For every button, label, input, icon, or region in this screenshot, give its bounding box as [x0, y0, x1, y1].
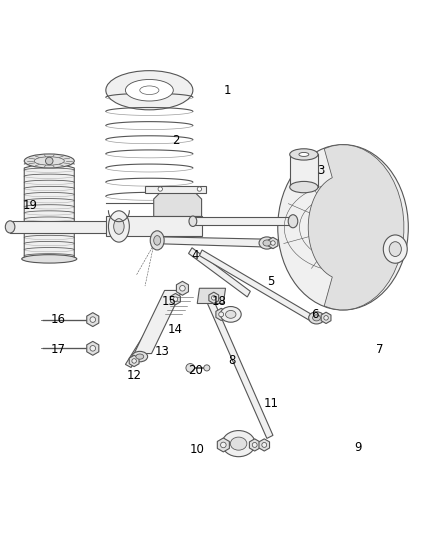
Polygon shape — [321, 312, 331, 324]
Ellipse shape — [136, 354, 144, 359]
Polygon shape — [145, 186, 206, 192]
Ellipse shape — [263, 240, 271, 246]
Text: 13: 13 — [155, 345, 170, 358]
Text: 6: 6 — [311, 308, 318, 321]
Text: 18: 18 — [212, 295, 226, 308]
Circle shape — [186, 364, 194, 372]
Ellipse shape — [132, 351, 148, 362]
Ellipse shape — [309, 312, 324, 324]
Ellipse shape — [109, 211, 129, 242]
Circle shape — [324, 316, 328, 320]
Text: 14: 14 — [168, 323, 183, 336]
Circle shape — [262, 442, 267, 447]
Circle shape — [173, 297, 178, 301]
Polygon shape — [106, 216, 201, 236]
Polygon shape — [209, 292, 219, 303]
Polygon shape — [129, 356, 139, 367]
Text: 15: 15 — [162, 295, 177, 308]
Polygon shape — [177, 281, 188, 295]
Circle shape — [252, 442, 257, 447]
Polygon shape — [87, 313, 99, 327]
Circle shape — [271, 241, 275, 245]
Polygon shape — [204, 293, 273, 439]
Circle shape — [158, 187, 162, 191]
Circle shape — [204, 365, 210, 371]
Polygon shape — [10, 221, 113, 232]
Circle shape — [221, 442, 226, 448]
Circle shape — [132, 359, 136, 363]
Ellipse shape — [150, 231, 164, 250]
Ellipse shape — [140, 86, 159, 94]
Text: 1: 1 — [224, 84, 231, 96]
Polygon shape — [259, 439, 269, 451]
Polygon shape — [216, 308, 226, 320]
Circle shape — [180, 286, 185, 291]
Polygon shape — [193, 217, 293, 225]
Ellipse shape — [290, 149, 318, 160]
Polygon shape — [268, 237, 278, 249]
Polygon shape — [188, 248, 251, 297]
Text: 2: 2 — [172, 134, 179, 147]
Circle shape — [46, 157, 53, 165]
Ellipse shape — [313, 315, 321, 321]
Ellipse shape — [259, 237, 275, 249]
Circle shape — [219, 312, 224, 317]
Ellipse shape — [24, 154, 74, 168]
Text: 17: 17 — [50, 343, 65, 356]
Ellipse shape — [154, 236, 161, 245]
Text: 20: 20 — [187, 365, 202, 377]
Ellipse shape — [106, 71, 193, 110]
Text: 19: 19 — [22, 199, 37, 212]
Ellipse shape — [226, 310, 236, 318]
Text: 10: 10 — [190, 443, 205, 456]
Polygon shape — [162, 237, 262, 247]
Polygon shape — [134, 290, 182, 353]
Text: 12: 12 — [127, 369, 141, 382]
Text: 11: 11 — [264, 397, 279, 410]
Ellipse shape — [114, 219, 124, 235]
Polygon shape — [154, 190, 201, 216]
Text: 7: 7 — [376, 343, 384, 356]
Text: 9: 9 — [354, 441, 362, 454]
Ellipse shape — [230, 437, 247, 450]
Ellipse shape — [288, 215, 298, 228]
Circle shape — [197, 187, 201, 191]
Ellipse shape — [278, 144, 408, 310]
Ellipse shape — [220, 306, 241, 322]
Ellipse shape — [189, 216, 197, 227]
Polygon shape — [249, 439, 260, 451]
Ellipse shape — [383, 235, 407, 263]
Polygon shape — [290, 155, 318, 187]
Polygon shape — [170, 294, 180, 305]
Polygon shape — [197, 288, 226, 303]
Circle shape — [90, 317, 95, 322]
Polygon shape — [199, 250, 313, 321]
Ellipse shape — [22, 255, 77, 263]
Ellipse shape — [389, 241, 401, 256]
Ellipse shape — [299, 152, 309, 156]
Ellipse shape — [290, 181, 318, 193]
Polygon shape — [125, 293, 176, 367]
Polygon shape — [24, 161, 74, 259]
Text: 16: 16 — [50, 313, 65, 326]
Text: 4: 4 — [191, 249, 199, 262]
Polygon shape — [308, 145, 404, 310]
Circle shape — [212, 296, 216, 300]
Ellipse shape — [222, 431, 255, 457]
Text: 3: 3 — [318, 164, 325, 177]
Text: 8: 8 — [228, 353, 236, 367]
Polygon shape — [87, 341, 99, 356]
Polygon shape — [217, 438, 230, 452]
Ellipse shape — [125, 79, 173, 101]
Circle shape — [90, 345, 95, 351]
Ellipse shape — [5, 221, 15, 233]
Text: 5: 5 — [268, 275, 275, 288]
